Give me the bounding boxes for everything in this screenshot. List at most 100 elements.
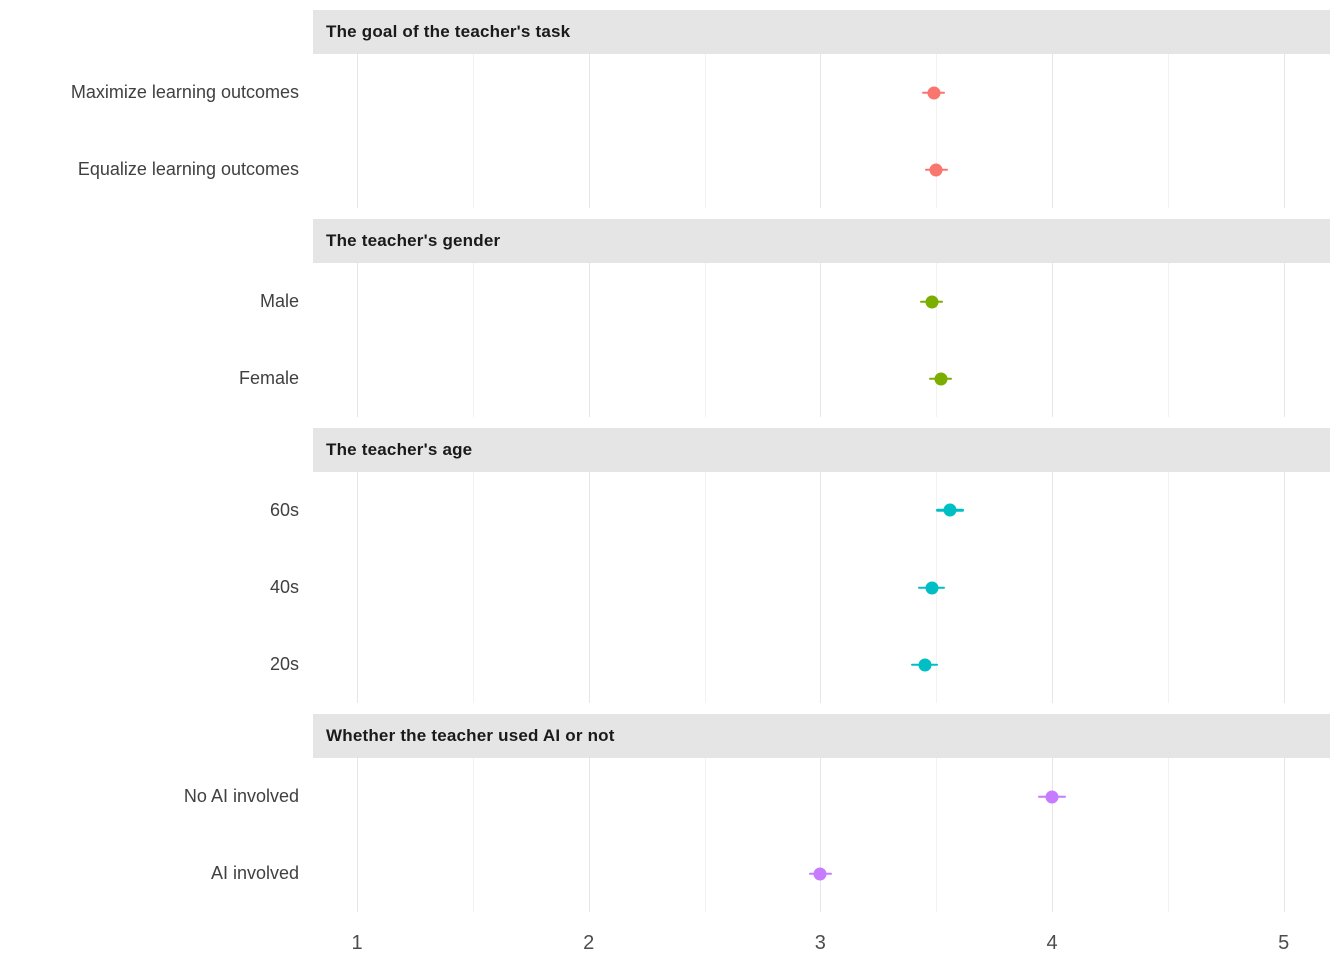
x-tick-label-2: 2	[583, 932, 595, 954]
category-label-60s: 60s	[269, 500, 299, 520]
x-axis-spacer	[0, 923, 313, 960]
gridline-major	[357, 472, 359, 703]
label-row: 60s	[0, 472, 313, 549]
facet-strip-row: The teacher's gender	[0, 219, 1330, 263]
facet-strip-row: The goal of the teacher's task	[0, 10, 1330, 54]
gridline-major	[1283, 54, 1285, 208]
facet-strip: The teacher's gender	[313, 219, 1330, 263]
x-tick-label-3: 3	[814, 932, 826, 954]
facet-body: Male Female	[0, 263, 1330, 417]
gridline-minor	[472, 263, 474, 417]
gridline-major	[820, 758, 822, 912]
gridline-minor	[1167, 758, 1169, 912]
gridline-major	[588, 758, 590, 912]
gridline-minor	[936, 54, 938, 208]
gridline-major	[357, 758, 359, 912]
facet-title: The teacher's gender	[326, 231, 501, 250]
facet-strip: The goal of the teacher's task	[313, 10, 1330, 54]
gridline-major	[1052, 758, 1053, 912]
gridline-major	[820, 472, 822, 703]
facet-strip: Whether the teacher used AI or not	[313, 714, 1330, 758]
facet-strip-spacer	[0, 10, 313, 54]
gridline-minor	[704, 758, 706, 912]
point-60s	[943, 503, 957, 517]
label-row: AI involved	[0, 835, 313, 912]
category-label-ai-involved: AI involved	[210, 863, 299, 883]
facet-strip-spacer	[0, 428, 313, 472]
x-axis: 1 2 3 4 5	[0, 923, 1330, 960]
category-labels: No AI involved AI involved	[0, 758, 313, 912]
panel-the-teacher-s-gender	[313, 263, 1330, 417]
facet-strip-row: The teacher's age	[0, 428, 1330, 472]
gridline-minor	[1167, 263, 1169, 417]
gridline-minor	[1167, 472, 1169, 703]
point-40s	[925, 581, 939, 594]
category-label-20s: 20s	[269, 654, 299, 674]
facet-the-teacher-s-gender: The teacher's gender Male Female	[0, 219, 1330, 417]
gridline-minor	[472, 758, 474, 912]
gridline-major	[1283, 263, 1285, 417]
gridline-major	[357, 263, 359, 417]
point-maximize-learning-outcomes	[927, 86, 941, 99]
gridline-major	[1052, 472, 1053, 703]
category-label-equalize-learning-outcomes: Equalize learning outcomes	[77, 159, 299, 179]
gridline-minor	[936, 263, 938, 417]
point-no-ai-involved	[1045, 790, 1059, 803]
x-tick-label-4: 4	[1046, 932, 1058, 954]
panel-the-teacher-s-age	[313, 472, 1330, 703]
facets-container: The goal of the teacher's task Maximize l…	[0, 10, 1330, 912]
facet-title: Whether the teacher used AI or not	[326, 726, 615, 745]
x-axis-labels: 1 2 3 4 5	[313, 923, 1330, 960]
gridline-major	[588, 472, 590, 703]
category-label-no-ai-involved: No AI involved	[183, 786, 299, 806]
gridline-minor	[1167, 54, 1169, 208]
facet-body: 60s 40s 20s	[0, 472, 1330, 703]
facet-strip: The teacher's age	[313, 428, 1330, 472]
category-label-male: Male	[259, 291, 299, 311]
facet-the-goal-of-the-teacher-s-task: The goal of the teacher's task Maximize l…	[0, 10, 1330, 208]
label-row: Maximize learning outcomes	[0, 54, 313, 131]
point-male	[925, 295, 939, 308]
panel-the-goal-of-the-teacher-s-task	[313, 54, 1330, 208]
gridline-major	[1283, 758, 1285, 912]
category-label-maximize-learning-outcomes: Maximize learning outcomes	[70, 82, 299, 102]
category-labels: Maximize learning outcomes Equalize learn…	[0, 54, 313, 208]
category-label-female: Female	[238, 368, 299, 388]
gridline-major	[588, 263, 590, 417]
point-equalize-learning-outcomes	[929, 163, 943, 176]
category-labels: Male Female	[0, 263, 313, 417]
label-row: 20s	[0, 626, 313, 703]
facet-title: The goal of the teacher's task	[326, 22, 571, 41]
facet-title: The teacher's age	[326, 440, 473, 459]
gridline-minor	[704, 54, 706, 208]
label-row: Female	[0, 340, 313, 417]
point-ai-involved	[813, 867, 827, 880]
panel-whether-the-teacher-used-ai-or-not	[313, 758, 1330, 912]
gridline-major	[820, 54, 822, 208]
gridline-minor	[936, 758, 938, 912]
point-20s	[918, 658, 932, 671]
point-female	[934, 372, 948, 385]
gridline-minor	[472, 472, 474, 703]
gridline-major	[1052, 263, 1053, 417]
x-tick-label-5: 5	[1278, 932, 1290, 954]
gridline-minor	[704, 472, 706, 703]
label-row: Male	[0, 263, 313, 340]
facet-body: No AI involved AI involved	[0, 758, 1330, 912]
label-row: No AI involved	[0, 758, 313, 835]
facet-strip-spacer	[0, 219, 313, 263]
gridline-major	[1052, 54, 1053, 208]
gridline-major	[1283, 472, 1285, 703]
label-row: 40s	[0, 549, 313, 626]
facet-whether-the-teacher-used-ai-or-not: Whether the teacher used AI or not No AI …	[0, 714, 1330, 912]
facet-the-teacher-s-age: The teacher's age 60s 40s 20s	[0, 428, 1330, 703]
gridline-major	[820, 263, 822, 417]
gridline-minor	[704, 263, 706, 417]
gridline-major	[357, 54, 359, 208]
category-label-40s: 40s	[269, 577, 299, 597]
gridline-major	[588, 54, 590, 208]
facet-strip-row: Whether the teacher used AI or not	[0, 714, 1330, 758]
facet-body: Maximize learning outcomes Equalize learn…	[0, 54, 1330, 208]
facet-strip-spacer	[0, 714, 313, 758]
